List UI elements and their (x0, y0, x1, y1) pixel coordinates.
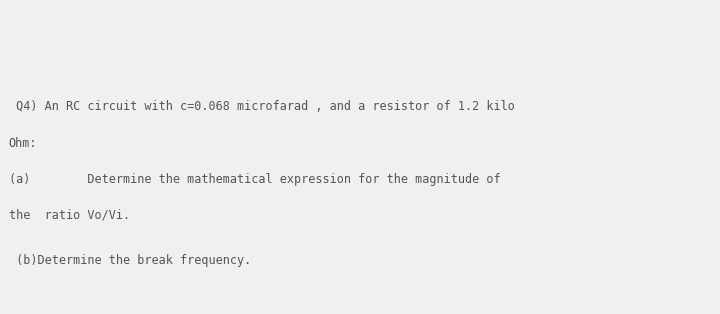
Text: (a)        Determine the mathematical expression for the magnitude of: (a) Determine the mathematical expressio… (9, 173, 500, 186)
Text: Ohm:: Ohm: (9, 137, 37, 149)
Text: the  ratio Vo/Vi.: the ratio Vo/Vi. (9, 209, 130, 222)
Text: Q4) An RC circuit with c=0.068 microfarad , and a resistor of 1.2 kilo: Q4) An RC circuit with c=0.068 microfara… (9, 100, 515, 113)
Text: (b)Determine the break frequency.: (b)Determine the break frequency. (9, 254, 251, 267)
